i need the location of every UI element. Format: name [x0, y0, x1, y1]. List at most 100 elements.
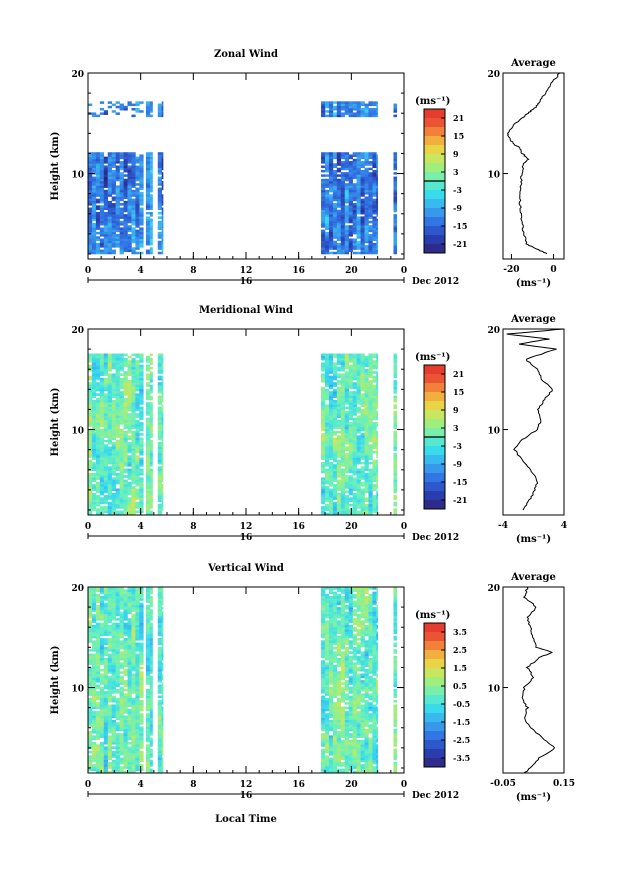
heatmap-cell — [348, 216, 353, 219]
heatmap-cell — [95, 618, 101, 621]
heatmap-cell — [91, 466, 97, 469]
heatmap-cell — [139, 156, 144, 160]
heatmap-cell — [107, 730, 112, 734]
heatmap-cell — [356, 353, 361, 357]
heatmap-cell — [103, 461, 109, 465]
heatmap-cell — [328, 442, 334, 445]
heatmap-cell — [139, 444, 144, 447]
heatmap-cell — [103, 397, 109, 401]
heatmap-cell — [393, 417, 398, 421]
heatmap-cell — [161, 223, 164, 226]
heatmap-cell — [131, 735, 136, 738]
heatmap-cell — [356, 174, 361, 177]
heatmap-cell — [356, 161, 361, 164]
heatmap-cell — [111, 154, 116, 157]
heatmap-cell — [111, 697, 116, 701]
heatmap-cell — [352, 114, 357, 118]
heatmap-cell — [393, 490, 398, 494]
heatmap-cell — [99, 192, 105, 195]
heatmap-cell — [321, 433, 326, 436]
heatmap-cell — [119, 178, 124, 182]
colorbar-band — [424, 199, 445, 209]
heatmap-cell — [145, 488, 151, 491]
heatmap-cell — [95, 624, 101, 628]
heatmap-cell — [356, 101, 361, 104]
heatmap-cell — [119, 399, 124, 403]
heatmap-cell — [336, 450, 342, 454]
heatmap-cell — [131, 730, 136, 734]
heatmap-cell — [123, 596, 128, 599]
heatmap-cell — [157, 362, 163, 365]
heatmap-cell — [88, 187, 93, 191]
heatmap-cell — [88, 742, 93, 745]
heatmap-cell — [149, 158, 153, 162]
heatmap-cell — [344, 481, 349, 485]
heatmap-cell — [332, 512, 338, 515]
heatmap-cell — [111, 225, 116, 228]
heatmap-cell — [95, 355, 101, 359]
heatmap-cell — [103, 662, 109, 665]
heatmap-cell — [321, 377, 326, 381]
heatmap-cell — [115, 728, 120, 732]
heatmap-cell — [368, 240, 373, 244]
heatmap-cell — [352, 512, 357, 515]
heatmap-cell — [161, 360, 164, 363]
heatmap-cell — [149, 468, 153, 472]
heatmap-cell — [127, 746, 132, 749]
heatmap-cell — [91, 468, 97, 472]
heatmap-cell — [127, 424, 132, 427]
heatmap-cell — [332, 406, 338, 410]
heatmap-cell — [364, 422, 369, 425]
heatmap-cell — [344, 110, 349, 113]
heatmap-cell — [91, 746, 97, 749]
heatmap-cell — [88, 218, 93, 222]
heatmap-cell — [368, 495, 373, 498]
heatmap-cell — [103, 231, 109, 235]
heatmap-cell — [95, 484, 101, 487]
heatmap-cell — [91, 589, 97, 592]
heatmap-cell — [88, 591, 93, 595]
heatmap-cell — [107, 437, 112, 441]
heatmap-cell — [99, 764, 105, 767]
heatmap-cell — [376, 192, 378, 195]
heatmap-cell — [103, 702, 109, 705]
heatmap-cell — [364, 399, 369, 403]
heatmap-cell — [145, 238, 151, 242]
heatmap-cell — [99, 386, 105, 390]
heatmap-cell — [360, 161, 365, 164]
heatmap-cell — [344, 366, 349, 370]
heatmap-cell — [328, 209, 334, 213]
heatmap-cell — [161, 459, 164, 463]
heatmap-cell — [145, 411, 151, 414]
heatmap-cell — [360, 357, 365, 361]
heatmap-cell — [103, 192, 109, 195]
heatmap-cell — [103, 169, 109, 173]
heatmap-cell — [145, 472, 151, 476]
heatmap-cell — [157, 169, 163, 173]
heatmap-cell — [107, 602, 112, 606]
heatmap-cell — [99, 223, 105, 226]
heatmap-cell — [127, 750, 132, 754]
colorbar-band — [424, 154, 445, 164]
heatmap-cell — [348, 240, 353, 244]
heatmap-cell — [103, 411, 109, 414]
heatmap-cell — [332, 375, 338, 379]
heatmap-cell — [376, 154, 378, 157]
heatmap-cell — [88, 682, 93, 685]
heatmap-cell — [91, 635, 97, 639]
heatmap-cell — [95, 161, 101, 164]
heatmap-cell — [368, 486, 373, 489]
heatmap-cell — [393, 161, 398, 164]
heatmap-cell — [95, 691, 101, 694]
heatmap-cell — [325, 238, 330, 242]
heatmap-cell — [360, 472, 365, 476]
heatmap-cell — [99, 382, 105, 385]
heatmap-cell — [127, 598, 132, 601]
heatmap-cell — [393, 366, 398, 370]
heatmap-cell — [157, 484, 163, 487]
heatmap-cell — [157, 203, 163, 206]
heatmap-cell — [88, 622, 93, 626]
heatmap-cell — [107, 693, 112, 696]
heatmap-cell — [161, 180, 164, 184]
heatmap-cell — [103, 724, 109, 727]
